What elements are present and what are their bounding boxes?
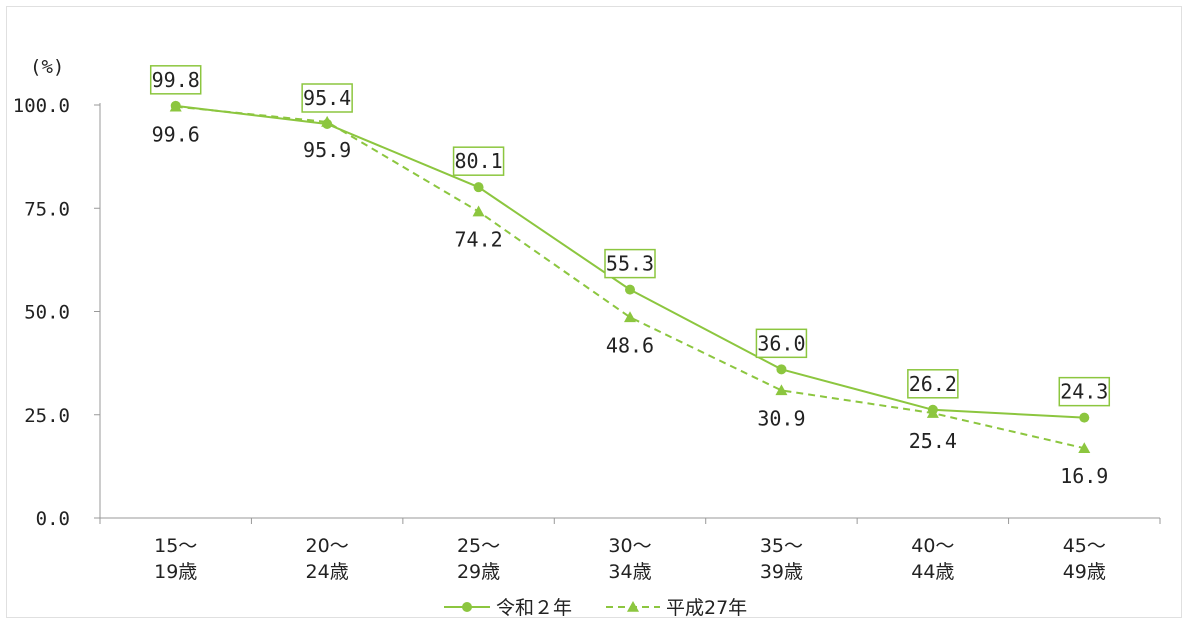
- data-label-series-2: 48.6: [606, 333, 654, 357]
- x-category-label-line2: 34歳: [608, 561, 651, 583]
- x-category-label-line2: 19歳: [154, 561, 197, 583]
- y-tick-label: 50.0: [24, 302, 70, 324]
- data-point-series-1: [170, 100, 181, 111]
- data-point-series-2: [472, 205, 485, 217]
- x-category-label-line1: 20～: [306, 535, 349, 557]
- data-label-series-2: 30.9: [757, 406, 805, 430]
- data-label-series-2: 16.9: [1060, 464, 1108, 488]
- y-tick-label: 100.0: [13, 95, 70, 117]
- data-point-series-1: [927, 404, 938, 415]
- data-label-series-1: 55.3: [606, 252, 654, 276]
- x-category-label-line2: 44歳: [911, 561, 954, 583]
- x-category-label-line1: 40～: [911, 535, 954, 557]
- data-label-series-2: 25.4: [909, 429, 957, 453]
- data-label-box-series-1: [604, 248, 656, 279]
- x-category-label-line2: 24歳: [306, 561, 349, 583]
- x-category-label-line1: 45～: [1063, 535, 1106, 557]
- axes: [94, 103, 1161, 524]
- y-tick-labels: 0.0 25.0 50.0 75.0 100.0: [13, 95, 70, 530]
- y-tick-label: 0.0: [36, 508, 70, 530]
- x-category-label-line2: 39歳: [760, 561, 803, 583]
- x-category-label-line1: 35～: [760, 535, 803, 557]
- legend-label-series-2: 平成27年: [666, 597, 747, 619]
- data-label-box-series-1: [301, 83, 353, 113]
- data-point-series-1: [625, 284, 635, 295]
- y-axis-unit-label: (%): [30, 56, 64, 78]
- y-tick-label: 75.0: [24, 198, 70, 220]
- data-label-series-2: 95.9: [303, 138, 351, 162]
- data-label-box-series-1: [755, 328, 808, 359]
- data-label-box-series-1: [1058, 376, 1111, 407]
- data-point-series-1: [473, 182, 484, 193]
- data-label-series-2: 74.2: [454, 228, 502, 252]
- data-label-box-series-1: [452, 146, 505, 176]
- data-point-series-2: [624, 311, 636, 323]
- data-label-series-1: 36.0: [757, 331, 805, 355]
- data-label-series-1: 99.8: [152, 68, 200, 92]
- legend-marker-series-1: [462, 602, 472, 612]
- data-label-series-1: 26.2: [909, 372, 957, 396]
- data-point-series-1: [322, 118, 333, 129]
- x-category-label-line1: 25～: [457, 535, 500, 557]
- x-category-label-line1: 30～: [608, 535, 651, 557]
- data-label-series-2: 99.6: [152, 123, 200, 147]
- legend: 令和２年 平成27年: [444, 597, 747, 619]
- x-category-label-line2: 29歳: [457, 561, 500, 583]
- data-label-box-series-1: [907, 369, 959, 399]
- x-category-labels: 15～ 19歳 20～ 24歳 25～ 29歳 30～ 34歳 35～ 39歳 40～ 44歳 45～ 4…: [154, 535, 1106, 583]
- data-label-series-1: 24.3: [1060, 380, 1108, 404]
- data-point-series-1: [1079, 412, 1090, 423]
- data-point-series-2: [775, 384, 788, 396]
- data-point-series-1: [776, 364, 787, 375]
- data-label-box-series-1: [149, 65, 202, 95]
- series-markers: [169, 100, 1091, 454]
- x-category-label-line2: 49歳: [1063, 561, 1106, 583]
- data-point-series-2: [1078, 442, 1091, 454]
- data-label-series-1: 80.1: [454, 149, 502, 173]
- x-category-label-line1: 15～: [154, 535, 197, 557]
- legend-marker-series-2: [627, 601, 639, 612]
- y-tick-label: 25.0: [24, 405, 70, 427]
- legend-label-series-1: 令和２年: [496, 597, 572, 619]
- data-labels: 99.6 95.9 74.2 48.6 30.9 25.4 16.9 99.8 95.4 80.1…: [149, 65, 1111, 488]
- data-label-series-1: 95.4: [303, 86, 351, 110]
